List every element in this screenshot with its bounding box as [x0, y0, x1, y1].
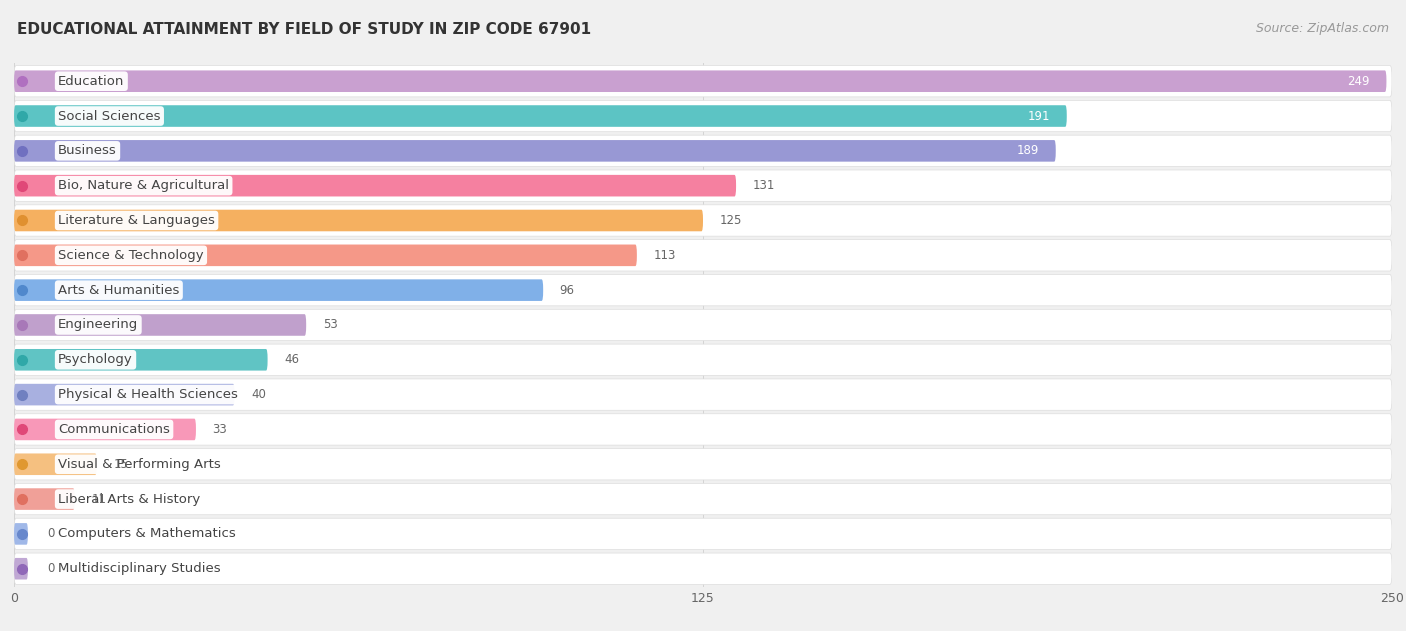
FancyBboxPatch shape — [14, 414, 1392, 445]
Text: 53: 53 — [323, 319, 337, 331]
FancyBboxPatch shape — [14, 71, 1386, 92]
Text: 96: 96 — [560, 284, 575, 297]
Text: Physical & Health Sciences: Physical & Health Sciences — [58, 388, 238, 401]
Text: Source: ZipAtlas.com: Source: ZipAtlas.com — [1256, 22, 1389, 35]
FancyBboxPatch shape — [14, 488, 75, 510]
Text: Multidisciplinary Studies: Multidisciplinary Studies — [58, 562, 221, 575]
Text: 46: 46 — [284, 353, 299, 366]
Text: 249: 249 — [1347, 74, 1369, 88]
Text: 0: 0 — [48, 562, 55, 575]
FancyBboxPatch shape — [14, 314, 307, 336]
Text: 11: 11 — [91, 493, 107, 505]
Text: 33: 33 — [212, 423, 228, 436]
FancyBboxPatch shape — [14, 379, 1392, 410]
FancyBboxPatch shape — [14, 454, 97, 475]
FancyBboxPatch shape — [14, 140, 1056, 162]
FancyBboxPatch shape — [14, 240, 1392, 271]
Text: Liberal Arts & History: Liberal Arts & History — [58, 493, 201, 505]
FancyBboxPatch shape — [14, 105, 1067, 127]
Text: 191: 191 — [1028, 110, 1050, 122]
FancyBboxPatch shape — [14, 66, 1392, 97]
FancyBboxPatch shape — [14, 349, 267, 370]
FancyBboxPatch shape — [14, 205, 1392, 236]
Text: 125: 125 — [720, 214, 742, 227]
FancyBboxPatch shape — [14, 558, 28, 579]
FancyBboxPatch shape — [14, 100, 1392, 132]
FancyBboxPatch shape — [14, 135, 1392, 167]
FancyBboxPatch shape — [14, 309, 1392, 341]
FancyBboxPatch shape — [14, 418, 195, 440]
FancyBboxPatch shape — [14, 274, 1392, 306]
Text: EDUCATIONAL ATTAINMENT BY FIELD OF STUDY IN ZIP CODE 67901: EDUCATIONAL ATTAINMENT BY FIELD OF STUDY… — [17, 22, 591, 37]
FancyBboxPatch shape — [14, 523, 28, 545]
Text: 0: 0 — [48, 528, 55, 540]
FancyBboxPatch shape — [14, 344, 1392, 375]
Text: Literature & Languages: Literature & Languages — [58, 214, 215, 227]
FancyBboxPatch shape — [14, 553, 1392, 584]
FancyBboxPatch shape — [14, 280, 543, 301]
Text: Computers & Mathematics: Computers & Mathematics — [58, 528, 236, 540]
Text: 15: 15 — [114, 457, 128, 471]
FancyBboxPatch shape — [14, 175, 737, 196]
Text: Communications: Communications — [58, 423, 170, 436]
FancyBboxPatch shape — [14, 483, 1392, 515]
FancyBboxPatch shape — [14, 449, 1392, 480]
Text: Bio, Nature & Agricultural: Bio, Nature & Agricultural — [58, 179, 229, 192]
Text: Visual & Performing Arts: Visual & Performing Arts — [58, 457, 221, 471]
Text: Business: Business — [58, 144, 117, 157]
Text: Science & Technology: Science & Technology — [58, 249, 204, 262]
Text: Engineering: Engineering — [58, 319, 138, 331]
Text: Psychology: Psychology — [58, 353, 134, 366]
Text: 131: 131 — [752, 179, 775, 192]
Text: Arts & Humanities: Arts & Humanities — [58, 284, 180, 297]
FancyBboxPatch shape — [14, 384, 235, 405]
Text: 189: 189 — [1017, 144, 1039, 157]
FancyBboxPatch shape — [14, 170, 1392, 201]
FancyBboxPatch shape — [14, 518, 1392, 550]
Text: Education: Education — [58, 74, 125, 88]
FancyBboxPatch shape — [14, 245, 637, 266]
FancyBboxPatch shape — [14, 209, 703, 232]
Text: Social Sciences: Social Sciences — [58, 110, 160, 122]
Text: 113: 113 — [654, 249, 676, 262]
Text: 40: 40 — [252, 388, 266, 401]
